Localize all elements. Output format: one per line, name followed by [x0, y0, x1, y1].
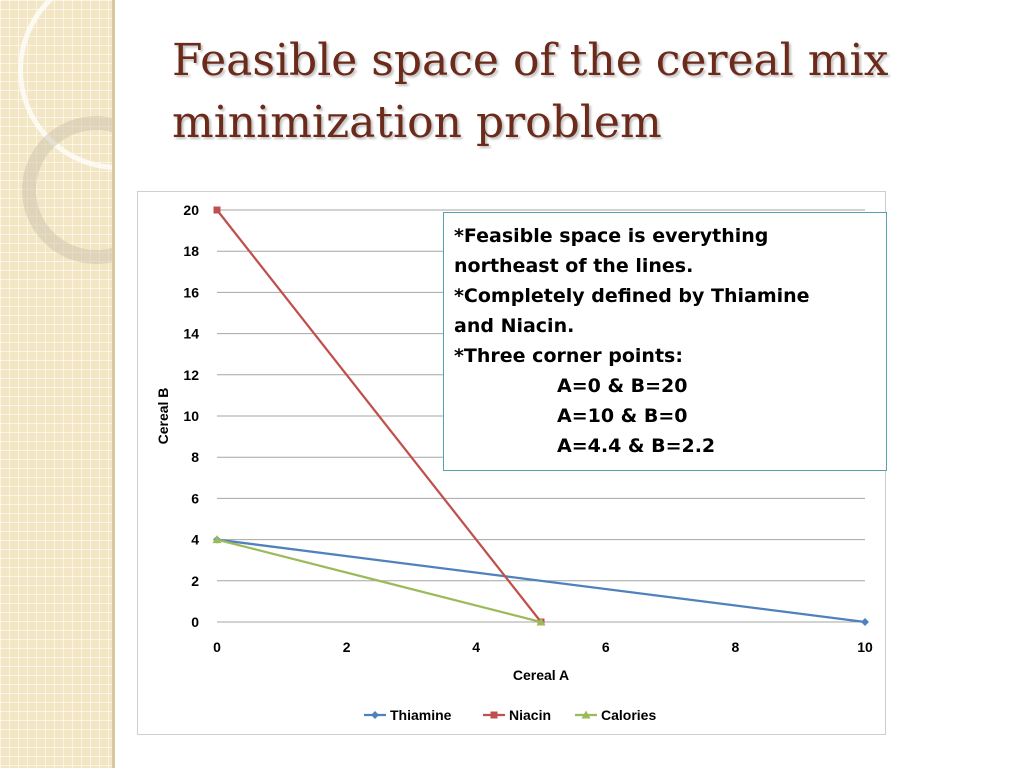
- decorative-side-panel: [0, 0, 112, 768]
- x-tick-label: 2: [343, 639, 351, 655]
- calories-point: [212, 535, 222, 544]
- thiamine-legend-label: Thiamine: [390, 707, 452, 723]
- slide-title-line-1: Feasible space of the cereal mix: [172, 35, 889, 86]
- calories-point: [536, 617, 546, 626]
- thiamine-line: [216, 538, 866, 624]
- y-tick-label: 14: [183, 326, 199, 342]
- corner-point-1: A=0 & B=20: [557, 375, 688, 397]
- feasible-space-note: *Feasible space is everything northeast …: [443, 212, 887, 471]
- decorative-ring-middle: [22, 116, 112, 264]
- y-tick-label: 2: [191, 573, 199, 589]
- y-tick-label: 12: [183, 367, 199, 383]
- calories-line: [216, 538, 542, 624]
- thiamine-point: [861, 618, 869, 626]
- y-tick-label: 0: [191, 614, 199, 630]
- niacin-legend-label: Niacin: [509, 707, 551, 723]
- x-tick-label: 6: [602, 639, 610, 655]
- note-line: northeast of the lines.: [454, 255, 694, 277]
- note-line: *Completely defined by Thiamine: [454, 285, 810, 307]
- corner-point-2: A=10 & B=0: [557, 405, 688, 427]
- note-line: and Niacin.: [454, 315, 575, 337]
- y-tick-label: 4: [191, 532, 199, 548]
- calories-legend-label: Calories: [601, 707, 656, 723]
- y-tick-label: 6: [191, 490, 199, 506]
- calories-legend-marker: [581, 710, 591, 719]
- y-tick-label: 20: [183, 202, 199, 218]
- x-tick-label: 0: [213, 639, 221, 655]
- niacin-legend-marker: [490, 711, 498, 719]
- y-tick-label: 16: [183, 284, 199, 300]
- x-tick-label: 4: [472, 639, 480, 655]
- x-tick-label: 8: [732, 639, 740, 655]
- niacin-point: [213, 206, 221, 214]
- y-tick-label: 8: [191, 449, 199, 465]
- y-tick-label: 10: [183, 408, 199, 424]
- thiamine-legend-marker: [371, 711, 379, 719]
- side-panel-edge: [112, 0, 115, 768]
- x-tick-label: 10: [857, 639, 873, 655]
- corner-point-3: A=4.4 & B=2.2: [557, 435, 716, 457]
- note-line: *Three corner points:: [454, 345, 683, 367]
- x-axis-title: Cereal A: [513, 667, 569, 683]
- note-line: *Feasible space is everything: [454, 225, 769, 247]
- y-tick-label: 18: [183, 243, 199, 259]
- slide-title-line-2: minimization problem: [172, 97, 662, 148]
- y-axis-title: Cereal B: [155, 388, 171, 445]
- niacin-line: [216, 209, 542, 623]
- slide-title: Feasible space of the cereal mix minimiz…: [172, 30, 972, 154]
